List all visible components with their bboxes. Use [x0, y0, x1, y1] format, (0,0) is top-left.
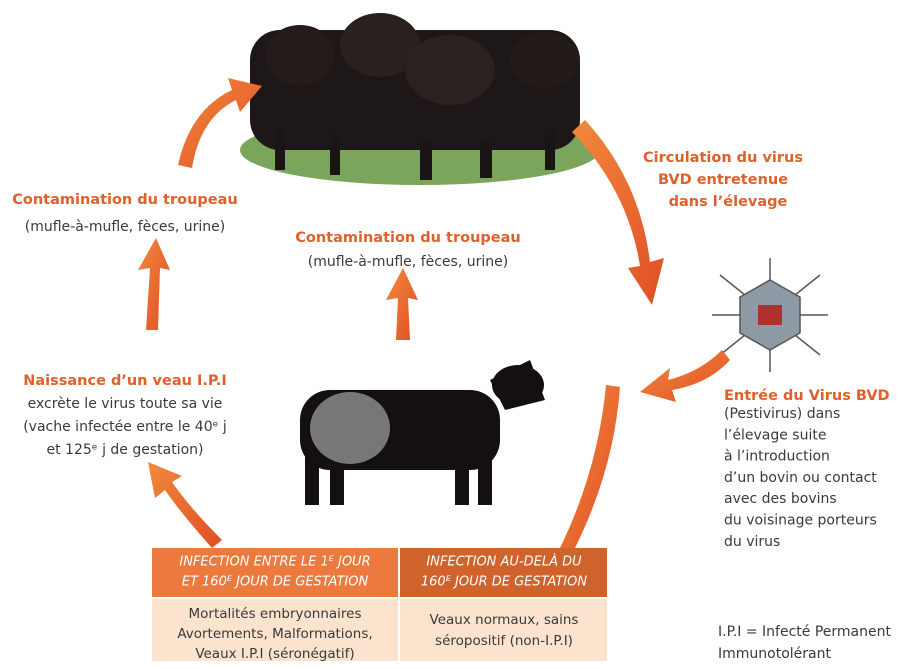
node-text: avec des bovins — [724, 491, 837, 507]
diagram: INFECTION ENTRE LE 1ᴱ JOUR ET 160ᴱ JOUR … — [0, 0, 900, 669]
node-title: Contamination du troupeau — [295, 230, 521, 246]
node-text: (mufle-à-mufle, fèces, urine) — [25, 219, 225, 235]
node-text: l’élevage suite — [724, 427, 826, 443]
node-title: BVD entretenue — [658, 172, 788, 188]
node-text: d’un bovin ou contact — [724, 470, 877, 486]
node-text: et 125ᵉ j de gestation) — [47, 442, 204, 458]
node-text: (Pestivirus) dans — [724, 406, 840, 422]
node-text: du virus — [724, 534, 780, 550]
table-cell-text: Veaux normaux, sains — [430, 612, 579, 628]
footnote: I.P.I = Infecté Permanent — [718, 624, 891, 640]
table-header: INFECTION ENTRE LE 1ᴱ JOUR — [179, 555, 370, 570]
footnote: Immunotolérant — [718, 646, 831, 662]
node-title: Circulation du virus — [643, 150, 803, 166]
node-title: Entrée du Virus BVD — [724, 388, 890, 404]
table-cell-text: Avortements, Malformations, — [177, 626, 372, 642]
infection-table: INFECTION ENTRE LE 1ᴱ JOUR ET 160ᴱ JOUR … — [152, 548, 607, 662]
node-text: à l’introduction — [724, 449, 830, 465]
node-title: Naissance d’un veau I.P.I — [23, 373, 227, 389]
table-header: 160ᴱ JOUR DE GESTATION — [421, 575, 587, 590]
node-title: dans l’élevage — [669, 194, 788, 210]
node-text: du voisinage porteurs — [724, 513, 877, 529]
node-text: (mufle-à-mufle, fèces, urine) — [308, 254, 508, 270]
entry-lines: (Pestivirus) dans l’élevage suite à l’intr… — [724, 406, 877, 550]
table-cell-text: Mortalités embryonnaires — [188, 606, 361, 622]
node-text: excrète le virus toute sa vie — [28, 396, 223, 412]
table-header: ET 160ᴱ JOUR DE GESTATION — [182, 575, 369, 590]
table-cell — [400, 599, 607, 661]
herd-image — [240, 13, 600, 185]
cow-image — [300, 360, 545, 505]
table-header: INFECTION AU-DELÀ DU — [426, 554, 582, 570]
table-cell-text: séropositif (non-I.P.I) — [435, 633, 573, 649]
table-cell-text: Veaux I.P.I (séronégatif) — [195, 646, 354, 662]
node-text: (vache infectée entre le 40ᵉ j — [23, 419, 227, 435]
node-title: Contamination du troupeau — [12, 192, 238, 208]
virus-image — [712, 258, 828, 372]
